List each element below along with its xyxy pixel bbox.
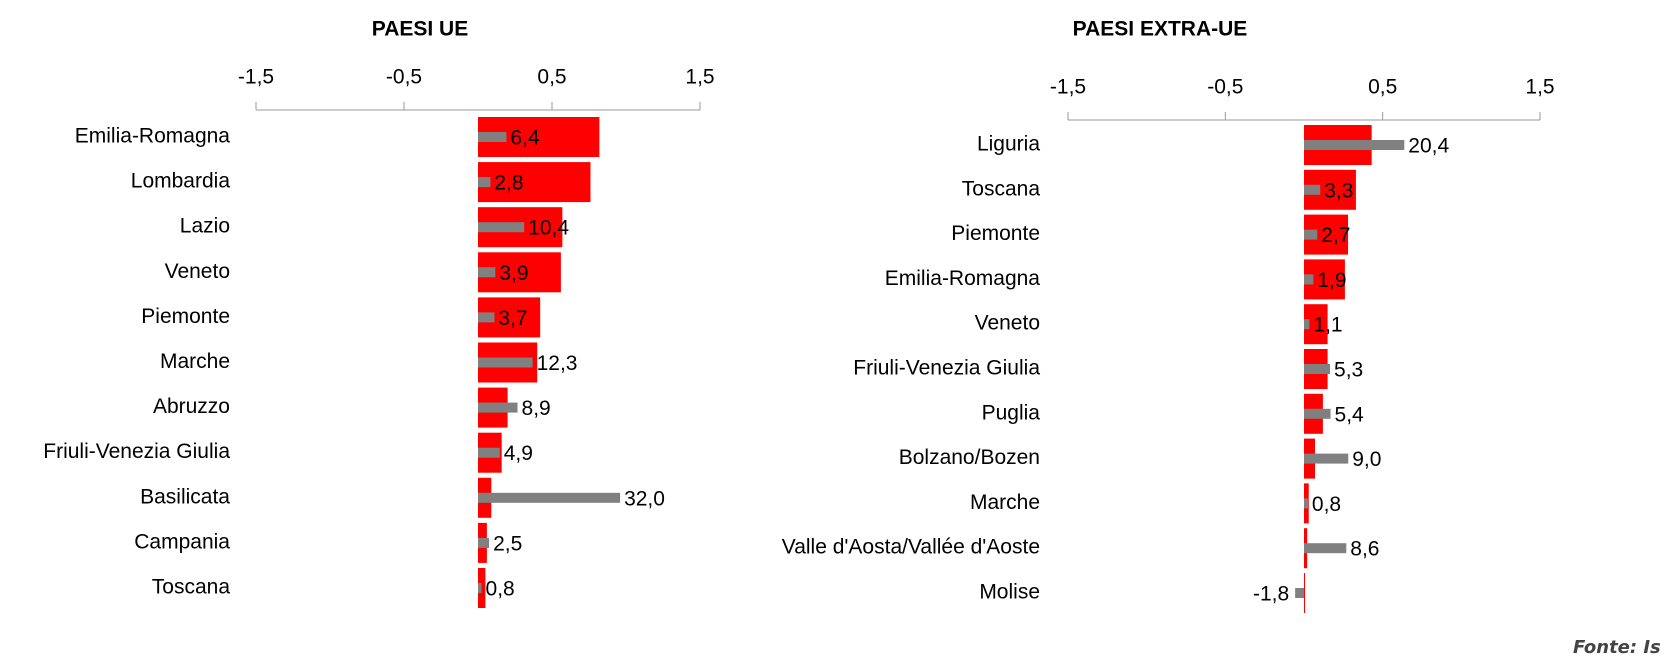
bar	[1304, 453, 1349, 464]
value-label: 2,8	[494, 172, 523, 195]
x-tick-label: -1,5	[238, 66, 274, 89]
value-label: 1,9	[1317, 269, 1346, 292]
value-label: 3,9	[499, 262, 528, 285]
bar	[478, 402, 518, 413]
bar	[478, 583, 482, 593]
category-label: Piemonte	[141, 305, 230, 328]
bar	[1304, 184, 1321, 195]
bar	[1295, 588, 1304, 598]
bar	[1304, 408, 1331, 419]
value-label: 10,4	[528, 217, 569, 240]
x-tick-label: -0,5	[386, 66, 422, 89]
bar	[478, 222, 525, 233]
value-label: 5,3	[1334, 359, 1363, 382]
x-tick-label: 0,5	[1368, 76, 1397, 99]
value-label: 0,8	[1312, 493, 1341, 516]
category-label: Puglia	[982, 401, 1041, 424]
bar	[1304, 319, 1310, 330]
bar	[478, 267, 496, 278]
x-tick-label: -1,5	[1050, 76, 1086, 99]
bar	[478, 447, 500, 458]
chart-title: PAESI EXTRA-UE	[1073, 18, 1248, 41]
bar	[1304, 364, 1331, 374]
category-label: Campania	[134, 530, 230, 553]
x-tick-label: 1,5	[1525, 76, 1554, 99]
category-label: Basilicata	[140, 485, 230, 508]
category-label: Lombardia	[131, 170, 231, 193]
source: Fonte: Is	[1573, 637, 1661, 658]
value-label: -1,8	[1253, 583, 1289, 606]
bar	[1304, 498, 1308, 509]
value-label: 2,7	[1321, 224, 1350, 247]
category-label: Toscana	[962, 177, 1041, 200]
category-label: Marche	[160, 350, 230, 373]
bar	[478, 492, 621, 503]
category-label: Piemonte	[951, 222, 1040, 245]
category-label: Lazio	[180, 215, 230, 238]
value-label: 3,7	[498, 307, 527, 330]
x-tick-label: -0,5	[1207, 76, 1243, 99]
value-label: 20,4	[1408, 135, 1449, 158]
category-label: Friuli-Venezia Giulia	[853, 357, 1040, 380]
category-label: Abruzzo	[153, 395, 230, 418]
bar	[478, 162, 591, 203]
bar	[478, 537, 490, 548]
value-label: 3,3	[1324, 179, 1353, 202]
bar	[478, 177, 491, 188]
category-label: Veneto	[165, 260, 230, 283]
bar	[1304, 543, 1347, 554]
value-label: 8,6	[1350, 538, 1379, 561]
bar	[478, 132, 507, 142]
x-tick-label: 1,5	[685, 66, 714, 89]
x-tick-label: 0,5	[537, 66, 566, 89]
bar	[1304, 274, 1314, 285]
category-label: Molise	[979, 581, 1040, 604]
category-label: Veneto	[975, 312, 1040, 335]
value-label: 2,5	[493, 532, 522, 555]
value-label: 0,8	[486, 578, 515, 601]
category-label: Liguria	[977, 133, 1040, 156]
bar	[478, 568, 486, 608]
category-label: Marche	[970, 491, 1040, 514]
value-label: 1,1	[1313, 314, 1342, 337]
bar	[478, 357, 533, 368]
category-label: Friuli-Venezia Giulia	[43, 440, 230, 463]
category-label: Emilia-Romagna	[75, 125, 231, 148]
value-label: 8,9	[522, 397, 551, 420]
value-label: 9,0	[1352, 448, 1381, 471]
category-label: Emilia-Romagna	[885, 267, 1041, 290]
value-label: 12,3	[537, 352, 578, 375]
category-label: Toscana	[152, 576, 231, 599]
category-label: Valle d'Aosta/Vallée d'Aoste	[782, 536, 1040, 559]
bar	[1304, 573, 1305, 613]
chart-title: PAESI UE	[372, 18, 468, 41]
bar	[1304, 229, 1318, 240]
bar	[1304, 140, 1405, 150]
value-label: 4,9	[504, 442, 533, 465]
bar	[478, 312, 495, 323]
bar	[1304, 304, 1328, 345]
category-label: Bolzano/Bozen	[899, 446, 1040, 469]
value-label: 5,4	[1335, 403, 1365, 426]
value-label: 32,0	[624, 487, 665, 510]
value-label: 6,4	[510, 127, 540, 150]
